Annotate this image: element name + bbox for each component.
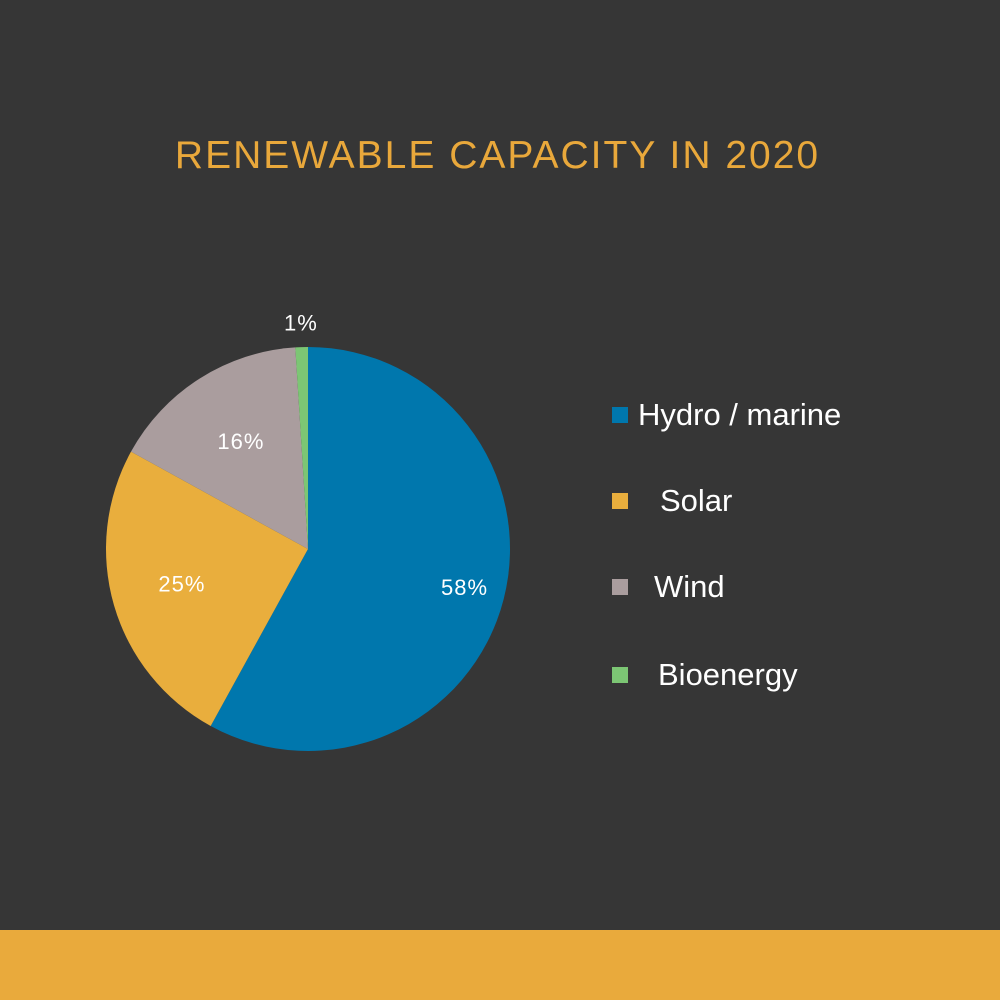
- bottom-bar: [0, 930, 1000, 1000]
- legend-swatch-wind: [612, 579, 628, 595]
- legend-label-wind: Wind: [654, 569, 725, 604]
- legend-label-solar: Solar: [660, 483, 733, 518]
- legend-item-wind: Wind: [610, 562, 990, 612]
- pie-slice-bioenergy: [295, 347, 308, 549]
- pie-slice-solar: [105, 451, 308, 727]
- pie-label-hydro: 58%: [441, 575, 488, 600]
- pie-label-solar: 25%: [158, 571, 205, 596]
- pie-label-wind: 16%: [217, 429, 264, 454]
- chart-title: RENEWABLE CAPACITY IN 2020: [174, 134, 821, 177]
- legend-item-bioenergy: Bioenergy: [610, 650, 990, 700]
- legend-label-bioenergy: Bioenergy: [658, 657, 798, 692]
- legend-item-solar: Solar: [610, 476, 990, 526]
- legend-item-hydro: Hydro / marine: [610, 390, 990, 440]
- pie-slice-hydro: [210, 347, 510, 751]
- legend-swatch-hydro: [612, 407, 628, 423]
- legend-swatch-bioenergy: [612, 667, 628, 683]
- pie-label-bioenergy: 1%: [284, 311, 318, 336]
- pie-slice-wind: [130, 347, 308, 549]
- legend-label-hydro: Hydro / marine: [638, 397, 842, 432]
- legend-swatch-solar: [612, 493, 628, 509]
